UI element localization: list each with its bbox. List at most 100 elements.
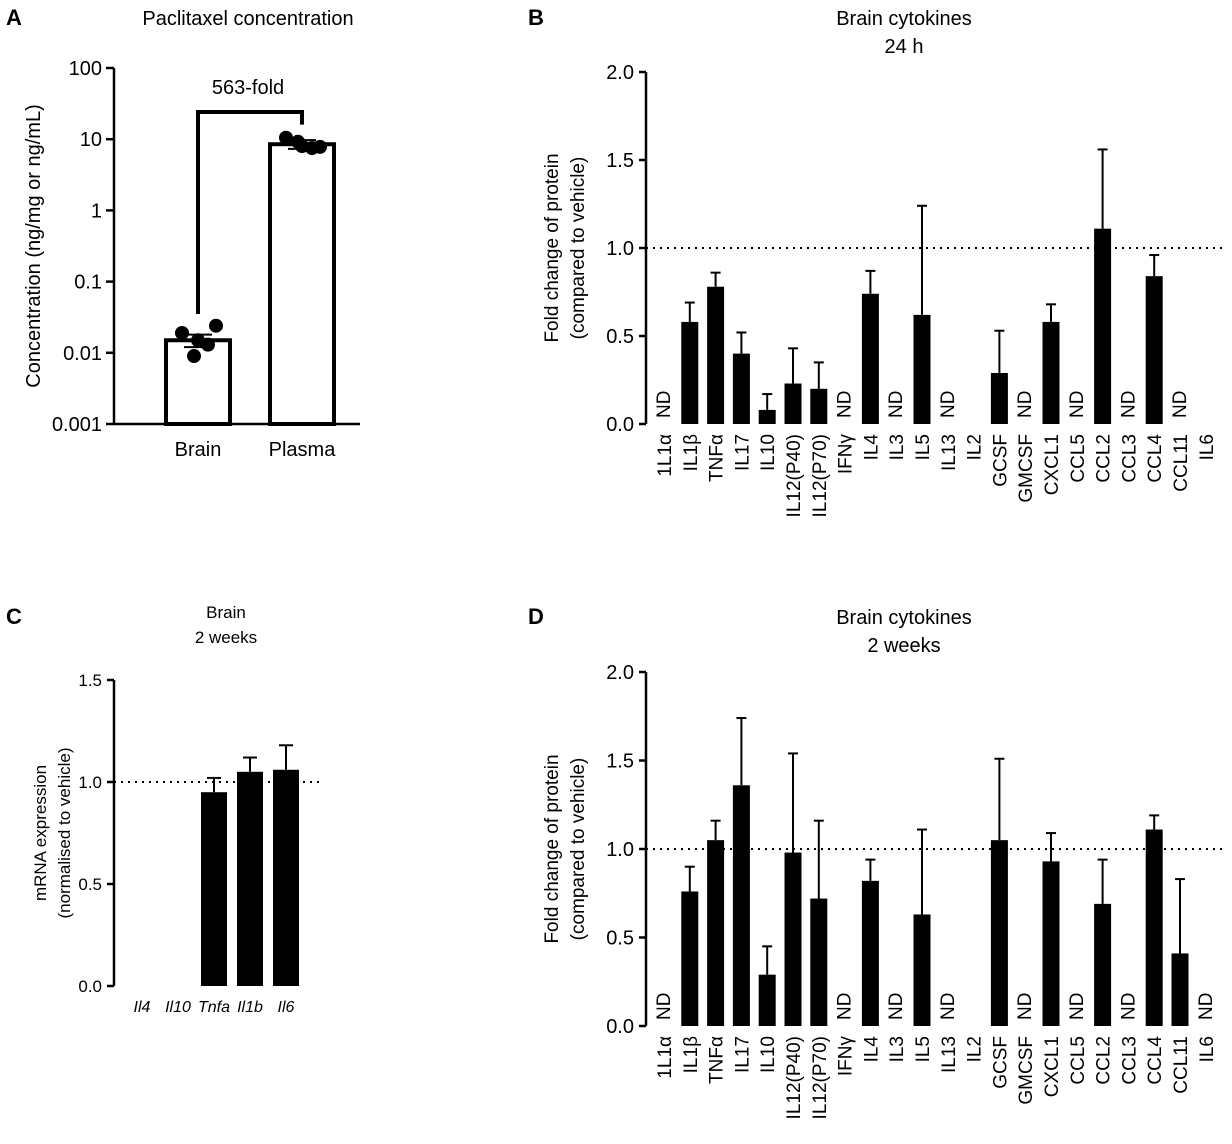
category-label: Il1b [237,999,263,1016]
category-label: IL3 [887,1036,908,1062]
bar [732,785,750,1026]
category-label: IFNγ [836,434,857,475]
category-label: GMCSF [1016,1036,1037,1105]
data-point [279,130,293,145]
nd-label: ND [835,391,856,418]
bar [707,840,725,1026]
category-label: IL10 [758,1036,779,1073]
nd-label: ND [1015,391,1036,418]
category-label: IL1β [681,1036,702,1073]
y-tick-label: 0.5 [606,326,634,348]
nd-label: ND [835,993,856,1020]
bar [913,914,931,1026]
panel-b-chart: Brain cytokines 24 h Fold change of protei… [542,8,1224,517]
y-tick-label: 0.0 [606,1016,634,1038]
category-label: Brain [175,439,222,461]
category-label: GCSF [990,434,1011,487]
chart-title: Brain [206,603,246,622]
chart-title: Brain cytokines [836,8,972,30]
bar [681,891,699,1026]
bar [810,388,828,424]
category-label: IL2 [965,1036,986,1062]
category-label: IL10 [758,434,779,471]
y-tick-label: 0.01 [63,343,102,365]
data-point [209,318,223,333]
category-label: TNFα [707,1036,728,1084]
bar [268,142,336,426]
data-point [191,333,205,348]
bar [913,314,931,424]
nd-label: ND [886,391,907,418]
category-label: CCL4 [1145,434,1166,483]
y-tick-label: 0.5 [606,928,634,950]
data-point [187,349,201,364]
category-label: IL17 [732,1036,753,1073]
category-label: IL5 [913,434,934,460]
category-label: Il4 [134,999,151,1016]
nd-label: ND [938,391,959,418]
category-label: IL4 [861,1036,882,1063]
category-label: 1L1α [655,1036,676,1079]
data-point [313,139,327,154]
category-label: IL3 [887,434,908,460]
category-label: CCL5 [1068,1036,1089,1085]
category-label: Il6 [278,999,295,1016]
y-tick-label: 1.5 [78,671,102,690]
category-label: GCSF [990,1036,1011,1089]
y-tick-label: 100 [69,58,102,80]
y-tick-label: 2.0 [606,662,634,684]
bar [1094,228,1112,424]
nd-label: ND [886,993,907,1020]
category-label: CCL2 [1094,1036,1115,1085]
y-axis-label: Fold change of protein [542,754,563,943]
panel-letter-a: A [6,5,22,30]
category-label: IL12(P40) [784,1036,805,1119]
bar [784,383,802,424]
chart-title: Brain cytokines [836,607,972,629]
bar [784,852,802,1026]
y-tick-label: 2.0 [606,62,634,84]
bar [861,880,879,1026]
bar [201,792,227,986]
y-tick-label: 0.1 [74,272,102,294]
category-label: CCL11 [1171,1036,1192,1094]
panel-letter-c: C [6,604,22,629]
category-label: IL1β [681,434,702,471]
category-label: CCL5 [1068,434,1089,483]
category-label: IL12(P40) [784,434,805,517]
bar [1171,953,1189,1026]
category-label: IL12(P70) [810,434,831,517]
nd-label: ND [1118,391,1139,418]
panel-letter-b: B [528,5,544,30]
category-label: CXCL1 [1042,1036,1063,1097]
y-tick-label: 0.0 [78,977,102,996]
y-tick-label: 1.5 [606,751,634,773]
y-axis-label: Concentration (ng/mg or ng/mL) [23,104,45,387]
chart-title: Paclitaxel concentration [142,8,353,30]
bar [1145,829,1163,1026]
bar [707,286,725,424]
y-tick-label: 1.0 [606,839,634,861]
panel-c-chart: Brain 2 weeks mRNA expression (normalised t… [31,603,320,1016]
y-axis-label-2: (normalised to vehicle) [55,747,74,918]
bar [990,840,1008,1026]
category-label: IL13 [939,434,960,471]
category-label: IL2 [965,434,986,460]
bar [810,898,828,1026]
nd-label: ND [654,993,675,1020]
category-label: CXCL1 [1042,434,1063,495]
y-tick-label: 0.001 [52,414,102,436]
category-label: TNFα [707,434,728,482]
bar [237,771,263,986]
panel-d-chart: Brain cytokines 2 weeks Fold change of pro… [542,607,1224,1119]
significance-bracket [196,110,304,315]
data-point [291,134,305,149]
category-label: Tnfa [198,999,230,1016]
bar [758,409,776,424]
bar [758,974,776,1026]
y-tick-label: 0.0 [606,414,634,436]
category-label: IL6 [1197,434,1218,460]
category-label: CCL3 [1119,434,1140,483]
nd-label: ND [1067,993,1088,1020]
